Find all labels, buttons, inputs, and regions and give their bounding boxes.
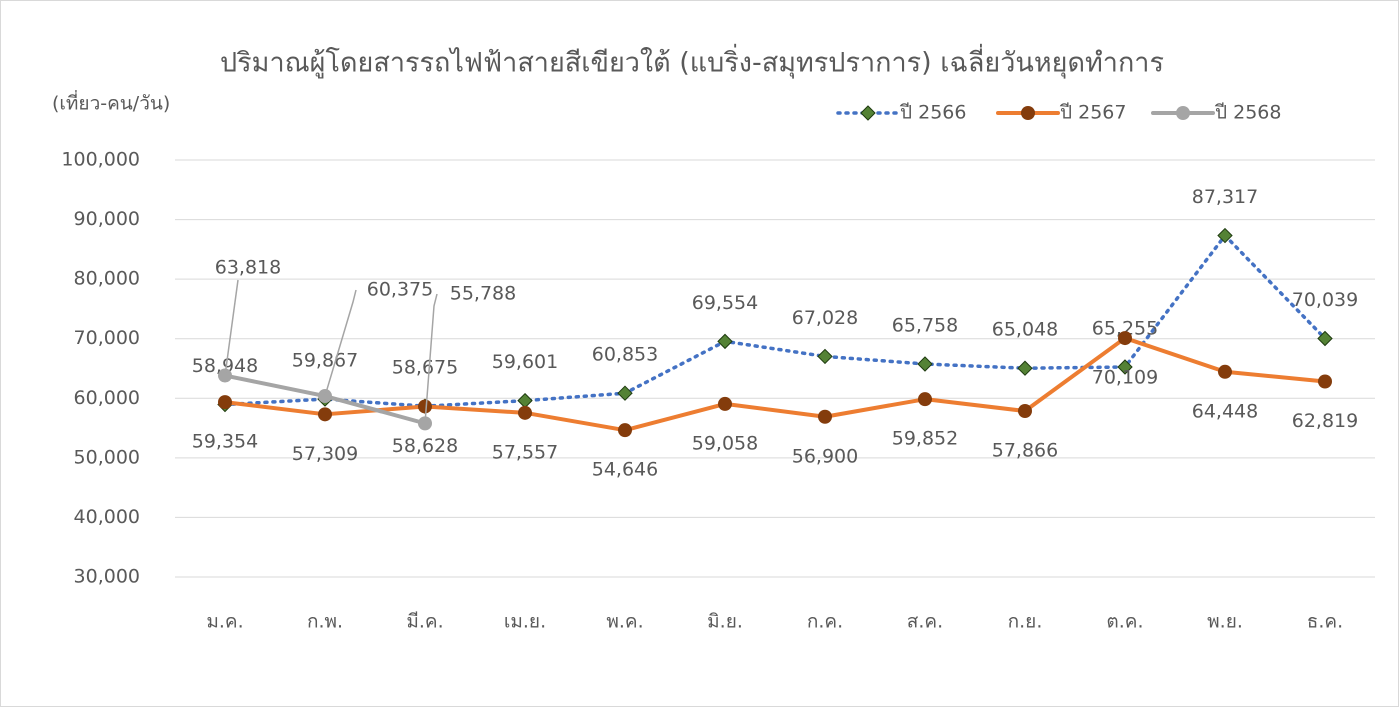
marker — [917, 356, 933, 372]
data-label: 54,646 — [592, 459, 658, 481]
marker — [817, 348, 833, 365]
data-label: 57,309 — [292, 443, 358, 465]
legend-marker — [1176, 106, 1190, 120]
x-tick-label: ม.ค. — [206, 611, 243, 633]
marker — [1018, 403, 1032, 418]
data-label: 60,853 — [592, 344, 658, 366]
y-tick-label: 90,000 — [74, 208, 140, 230]
legend-label: ปี 2567 — [1059, 102, 1126, 124]
x-tick-label: ต.ค. — [1106, 611, 1143, 633]
marker — [1218, 364, 1232, 379]
marker — [518, 405, 532, 420]
x-tick-label: ก.ย. — [1008, 611, 1043, 633]
leader-line — [424, 293, 438, 424]
data-label: 87,317 — [1192, 186, 1258, 208]
marker — [717, 333, 733, 350]
marker — [1017, 360, 1033, 376]
marker — [1318, 374, 1332, 389]
y-tick-label: 100,000 — [61, 149, 140, 171]
y-tick-label: 30,000 — [74, 566, 140, 588]
x-tick-label: มี.ค. — [406, 611, 443, 633]
marker — [1217, 227, 1233, 244]
marker — [1118, 331, 1132, 346]
data-label: 59,601 — [492, 351, 558, 373]
marker — [318, 407, 332, 422]
y-axis-label: (เที่ยว-คน/วัน) — [52, 90, 170, 115]
x-tick-label: พ.ย. — [1207, 611, 1243, 633]
x-tick-label: ก.ค. — [807, 611, 843, 633]
x-tick-label: มิ.ย. — [707, 611, 743, 633]
marker — [1317, 330, 1333, 347]
data-label: 63,818 — [215, 257, 281, 279]
y-tick-label: 80,000 — [74, 268, 140, 290]
data-label: 57,557 — [492, 441, 558, 463]
x-tick-label: ส.ค. — [907, 611, 943, 633]
legend-label: ปี 2568 — [1214, 102, 1281, 124]
data-label: 59,867 — [292, 350, 358, 372]
x-tick-label: เม.ย. — [504, 611, 546, 633]
line — [223, 336, 1327, 433]
marker — [818, 409, 832, 424]
y-tick-label: 60,000 — [74, 387, 140, 409]
marker — [718, 396, 732, 411]
data-label: 59,058 — [692, 432, 758, 454]
data-label: 59,354 — [192, 431, 258, 453]
data-label: 62,819 — [1292, 410, 1358, 432]
marker — [1117, 359, 1133, 375]
data-label: 58,675 — [392, 357, 458, 379]
y-tick-label: 40,000 — [74, 506, 140, 528]
legend-label: ปี 2566 — [899, 102, 966, 124]
marker — [218, 395, 232, 410]
legend-marker — [860, 105, 876, 121]
x-tick-label: ก.พ. — [307, 611, 343, 633]
y-tick-label: 50,000 — [74, 446, 140, 468]
data-label: 67,028 — [792, 307, 858, 329]
marker — [418, 399, 432, 414]
data-label: 56,900 — [792, 445, 858, 467]
leader-line — [324, 289, 357, 397]
data-label: 70,109 — [1092, 367, 1158, 389]
data-label: 65,048 — [992, 319, 1058, 341]
data-label: 58,948 — [192, 355, 258, 377]
data-label: 55,788 — [450, 283, 516, 305]
x-tick-label: ธ.ค. — [1307, 611, 1343, 633]
x-tick-label: พ.ค. — [606, 611, 643, 633]
data-label: 64,448 — [1192, 400, 1258, 422]
data-label: 69,554 — [692, 292, 758, 314]
data-label: 60,375 — [367, 279, 433, 301]
data-label: 58,628 — [392, 435, 458, 457]
legend-marker — [1021, 106, 1035, 120]
leader-line — [224, 279, 239, 376]
y-tick-label: 70,000 — [74, 327, 140, 349]
marker — [618, 423, 632, 438]
marker — [918, 392, 932, 407]
data-label: 57,866 — [992, 439, 1058, 461]
data-label: 65,758 — [892, 314, 958, 336]
data-label: 65,255 — [1092, 317, 1158, 339]
data-label: 59,852 — [892, 428, 958, 450]
marker — [617, 385, 633, 401]
chart-title: ปริมาณผู้โดยสารรถไฟฟ้าสายสีเขียวใต้ (แบร… — [220, 44, 1164, 80]
data-label: 70,039 — [1292, 289, 1358, 311]
